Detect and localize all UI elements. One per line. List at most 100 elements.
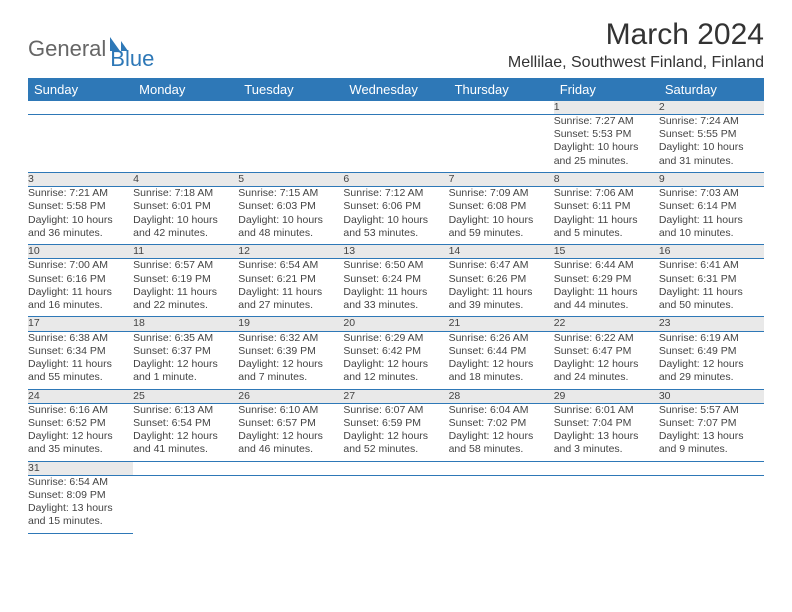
sunset-text: Sunset: 6:24 PM [343,273,448,286]
day-header: Wednesday [343,78,448,101]
sunrise-text: Sunrise: 7:27 AM [554,115,659,128]
daylight-line1: Daylight: 11 hours [659,214,764,227]
sunrise-text: Sunrise: 7:21 AM [28,187,133,200]
day-number-cell: 5 [238,173,343,187]
daylight-line1: Daylight: 12 hours [133,358,238,371]
daylight-line1: Daylight: 11 hours [554,286,659,299]
day-detail-cell [449,475,554,533]
sunrise-text: Sunrise: 6:22 AM [554,332,659,345]
sunrise-text: Sunrise: 7:15 AM [238,187,343,200]
daylight-line1: Daylight: 11 hours [28,358,133,371]
day-detail-cell: Sunrise: 6:44 AMSunset: 6:29 PMDaylight:… [554,259,659,317]
header: General Blue March 2024 Mellilae, Southw… [28,18,764,72]
sunset-text: Sunset: 6:34 PM [28,345,133,358]
day-detail-cell: Sunrise: 6:35 AMSunset: 6:37 PMDaylight:… [133,331,238,389]
daylight-line1: Daylight: 12 hours [659,358,764,371]
sunrise-text: Sunrise: 6:16 AM [28,404,133,417]
day-header: Tuesday [238,78,343,101]
sunrise-text: Sunrise: 6:19 AM [659,332,764,345]
day-detail-cell [28,115,133,173]
daylight-line2: and 24 minutes. [554,371,659,384]
sunrise-text: Sunrise: 6:54 AM [238,259,343,272]
day-detail-cell [238,475,343,533]
day-number-cell: 2 [659,101,764,115]
daylight-line1: Daylight: 13 hours [659,430,764,443]
day-detail-row: Sunrise: 6:54 AMSunset: 8:09 PMDaylight:… [28,475,764,533]
daylight-line2: and 29 minutes. [659,371,764,384]
day-detail-cell [343,115,448,173]
daylight-line1: Daylight: 12 hours [28,430,133,443]
sunset-text: Sunset: 6:29 PM [554,273,659,286]
sunset-text: Sunset: 5:55 PM [659,128,764,141]
daylight-line1: Daylight: 10 hours [449,214,554,227]
day-detail-cell: Sunrise: 7:27 AMSunset: 5:53 PMDaylight:… [554,115,659,173]
daylight-line2: and 10 minutes. [659,227,764,240]
day-number-cell: 19 [238,317,343,331]
day-detail-row: Sunrise: 7:21 AMSunset: 5:58 PMDaylight:… [28,187,764,245]
sunrise-text: Sunrise: 5:57 AM [659,404,764,417]
daylight-line1: Daylight: 10 hours [343,214,448,227]
day-number-cell [238,101,343,115]
daylight-line2: and 22 minutes. [133,299,238,312]
day-detail-cell: Sunrise: 6:54 AMSunset: 6:21 PMDaylight:… [238,259,343,317]
day-number-cell: 1 [554,101,659,115]
day-header: Monday [133,78,238,101]
sunset-text: Sunset: 5:53 PM [554,128,659,141]
daylight-line1: Daylight: 10 hours [659,141,764,154]
sunrise-text: Sunrise: 6:44 AM [554,259,659,272]
daylight-line2: and 12 minutes. [343,371,448,384]
day-number-cell: 14 [449,245,554,259]
day-number-cell: 12 [238,245,343,259]
sunset-text: Sunset: 6:16 PM [28,273,133,286]
daylight-line1: Daylight: 12 hours [343,430,448,443]
daylight-line1: Daylight: 12 hours [554,358,659,371]
day-header: Saturday [659,78,764,101]
day-detail-cell [133,475,238,533]
daylight-line1: Daylight: 12 hours [133,430,238,443]
sunset-text: Sunset: 7:07 PM [659,417,764,430]
day-number-cell [238,461,343,475]
sunset-text: Sunset: 5:58 PM [28,200,133,213]
day-detail-cell: Sunrise: 6:47 AMSunset: 6:26 PMDaylight:… [449,259,554,317]
day-number-cell: 25 [133,389,238,403]
day-number-row: 3456789 [28,173,764,187]
daylight-line1: Daylight: 11 hours [238,286,343,299]
day-number-cell [449,101,554,115]
day-header: Thursday [449,78,554,101]
daylight-line2: and 48 minutes. [238,227,343,240]
logo: General Blue [28,18,154,72]
sunrise-text: Sunrise: 6:04 AM [449,404,554,417]
day-detail-cell: Sunrise: 6:54 AMSunset: 8:09 PMDaylight:… [28,475,133,533]
daylight-line2: and 3 minutes. [554,443,659,456]
day-number-cell: 29 [554,389,659,403]
sunset-text: Sunset: 6:19 PM [133,273,238,286]
daylight-line2: and 18 minutes. [449,371,554,384]
calendar-table: Sunday Monday Tuesday Wednesday Thursday… [28,78,764,534]
sunrise-text: Sunrise: 6:38 AM [28,332,133,345]
location: Mellilae, Southwest Finland, Finland [508,54,764,72]
sunrise-text: Sunrise: 6:54 AM [28,476,133,489]
day-number-cell [28,101,133,115]
sunset-text: Sunset: 8:09 PM [28,489,133,502]
day-number-row: 24252627282930 [28,389,764,403]
day-number-cell [449,461,554,475]
sunrise-text: Sunrise: 7:09 AM [449,187,554,200]
daylight-line2: and 35 minutes. [28,443,133,456]
day-number-cell: 21 [449,317,554,331]
daylight-line1: Daylight: 10 hours [238,214,343,227]
day-detail-cell: Sunrise: 6:41 AMSunset: 6:31 PMDaylight:… [659,259,764,317]
daylight-line1: Daylight: 10 hours [28,214,133,227]
day-detail-cell: Sunrise: 7:18 AMSunset: 6:01 PMDaylight:… [133,187,238,245]
day-detail-cell: Sunrise: 6:50 AMSunset: 6:24 PMDaylight:… [343,259,448,317]
day-detail-cell [133,115,238,173]
day-number-row: 12 [28,101,764,115]
daylight-line2: and 9 minutes. [659,443,764,456]
day-header-row: Sunday Monday Tuesday Wednesday Thursday… [28,78,764,101]
day-detail-cell: Sunrise: 6:19 AMSunset: 6:49 PMDaylight:… [659,331,764,389]
sunset-text: Sunset: 6:06 PM [343,200,448,213]
day-number-cell: 8 [554,173,659,187]
day-detail-cell: Sunrise: 6:32 AMSunset: 6:39 PMDaylight:… [238,331,343,389]
day-number-cell: 10 [28,245,133,259]
sunset-text: Sunset: 6:31 PM [659,273,764,286]
day-header: Friday [554,78,659,101]
